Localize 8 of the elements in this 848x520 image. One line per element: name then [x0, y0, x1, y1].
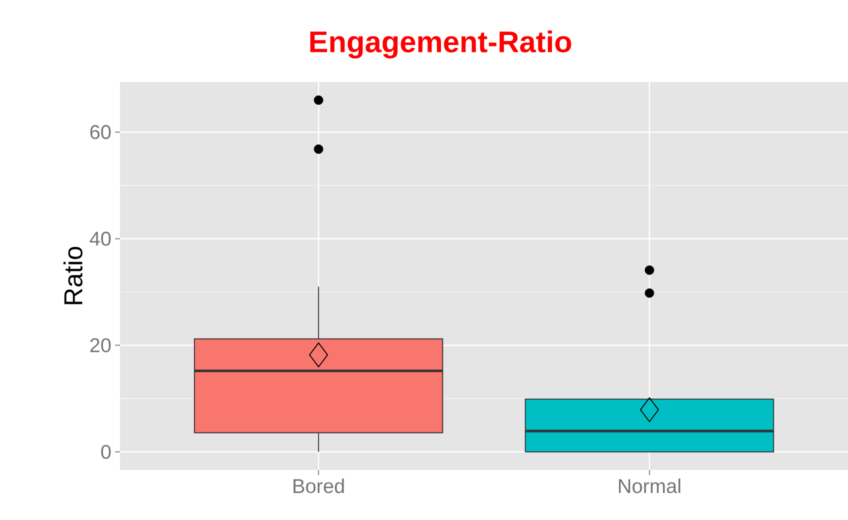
y-tick-label: 20: [90, 338, 111, 352]
chart-title: Engagement-Ratio: [310, 30, 572, 58]
y-tick-label: 60: [90, 125, 111, 140]
y-tick-label: 40: [90, 232, 111, 246]
y-axis-title: Ratio: [63, 246, 82, 304]
y-tick-label: 0: [101, 444, 111, 459]
x-tick-label: Bored: [294, 478, 344, 494]
x-tick-label: Normal: [618, 478, 680, 494]
